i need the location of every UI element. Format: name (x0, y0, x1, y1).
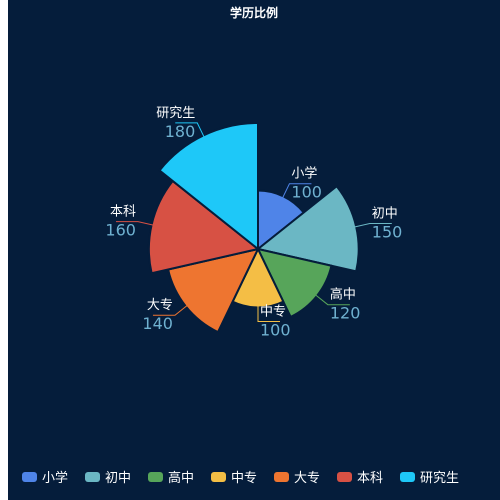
leader-line-4 (257, 303, 280, 322)
slice-label: 高中 (330, 287, 356, 303)
legend-swatch (274, 472, 289, 482)
slice-label: 大专 (147, 298, 173, 313)
legend-swatch (400, 472, 415, 482)
legend-swatch (211, 472, 226, 482)
slice-label: 小学 (291, 166, 317, 182)
slice-value-label: 100 (260, 320, 291, 339)
legend-item-1[interactable]: 小学 (22, 470, 68, 486)
slice-label: 中专 (260, 304, 286, 319)
leader-line-3 (313, 293, 350, 306)
legend-swatch (85, 472, 100, 482)
slice-label: 本科 (110, 205, 136, 220)
leader-line-7 (175, 122, 206, 140)
legend-swatch (337, 472, 352, 482)
pie-slices (147, 122, 360, 334)
chart-title: 学历比例 (229, 6, 278, 20)
legend-item-5[interactable]: 大专 (274, 471, 320, 486)
leader-line-6 (115, 221, 156, 227)
slice-value-label: 180 (165, 122, 196, 141)
legend-label: 高中 (168, 470, 194, 486)
slice-label: 初中 (372, 206, 398, 221)
legend-item-3[interactable]: 高中 (148, 470, 194, 486)
legend-item-7[interactable]: 研究生 (400, 471, 459, 486)
slice-value-label: 160 (105, 221, 136, 240)
slice-value-label: 120 (330, 304, 361, 323)
legend-label: 大专 (294, 471, 320, 486)
legend-label: 本科 (357, 471, 383, 486)
leader-line-5 (152, 303, 190, 316)
legend-swatch (22, 472, 37, 482)
legend-label: 中专 (231, 471, 257, 486)
legend-label: 小学 (42, 470, 68, 486)
legend-item-6[interactable]: 本科 (337, 471, 383, 486)
slice-value-label: 150 (372, 222, 403, 241)
slice-label: 研究生 (156, 106, 195, 121)
legend-item-2[interactable]: 初中 (85, 471, 131, 486)
slice-value-label: 140 (142, 314, 173, 333)
legend-swatch (148, 472, 163, 482)
legend-label: 初中 (105, 471, 131, 486)
legend-item-4[interactable]: 中专 (211, 471, 257, 486)
legend-label: 研究生 (420, 471, 459, 486)
leader-line-1 (281, 183, 312, 201)
leader-line-2 (352, 222, 392, 228)
legend: 小学 初中 高中 中专 大专 本科 研究生 (22, 470, 459, 486)
slice-value-label: 100 (291, 183, 322, 202)
